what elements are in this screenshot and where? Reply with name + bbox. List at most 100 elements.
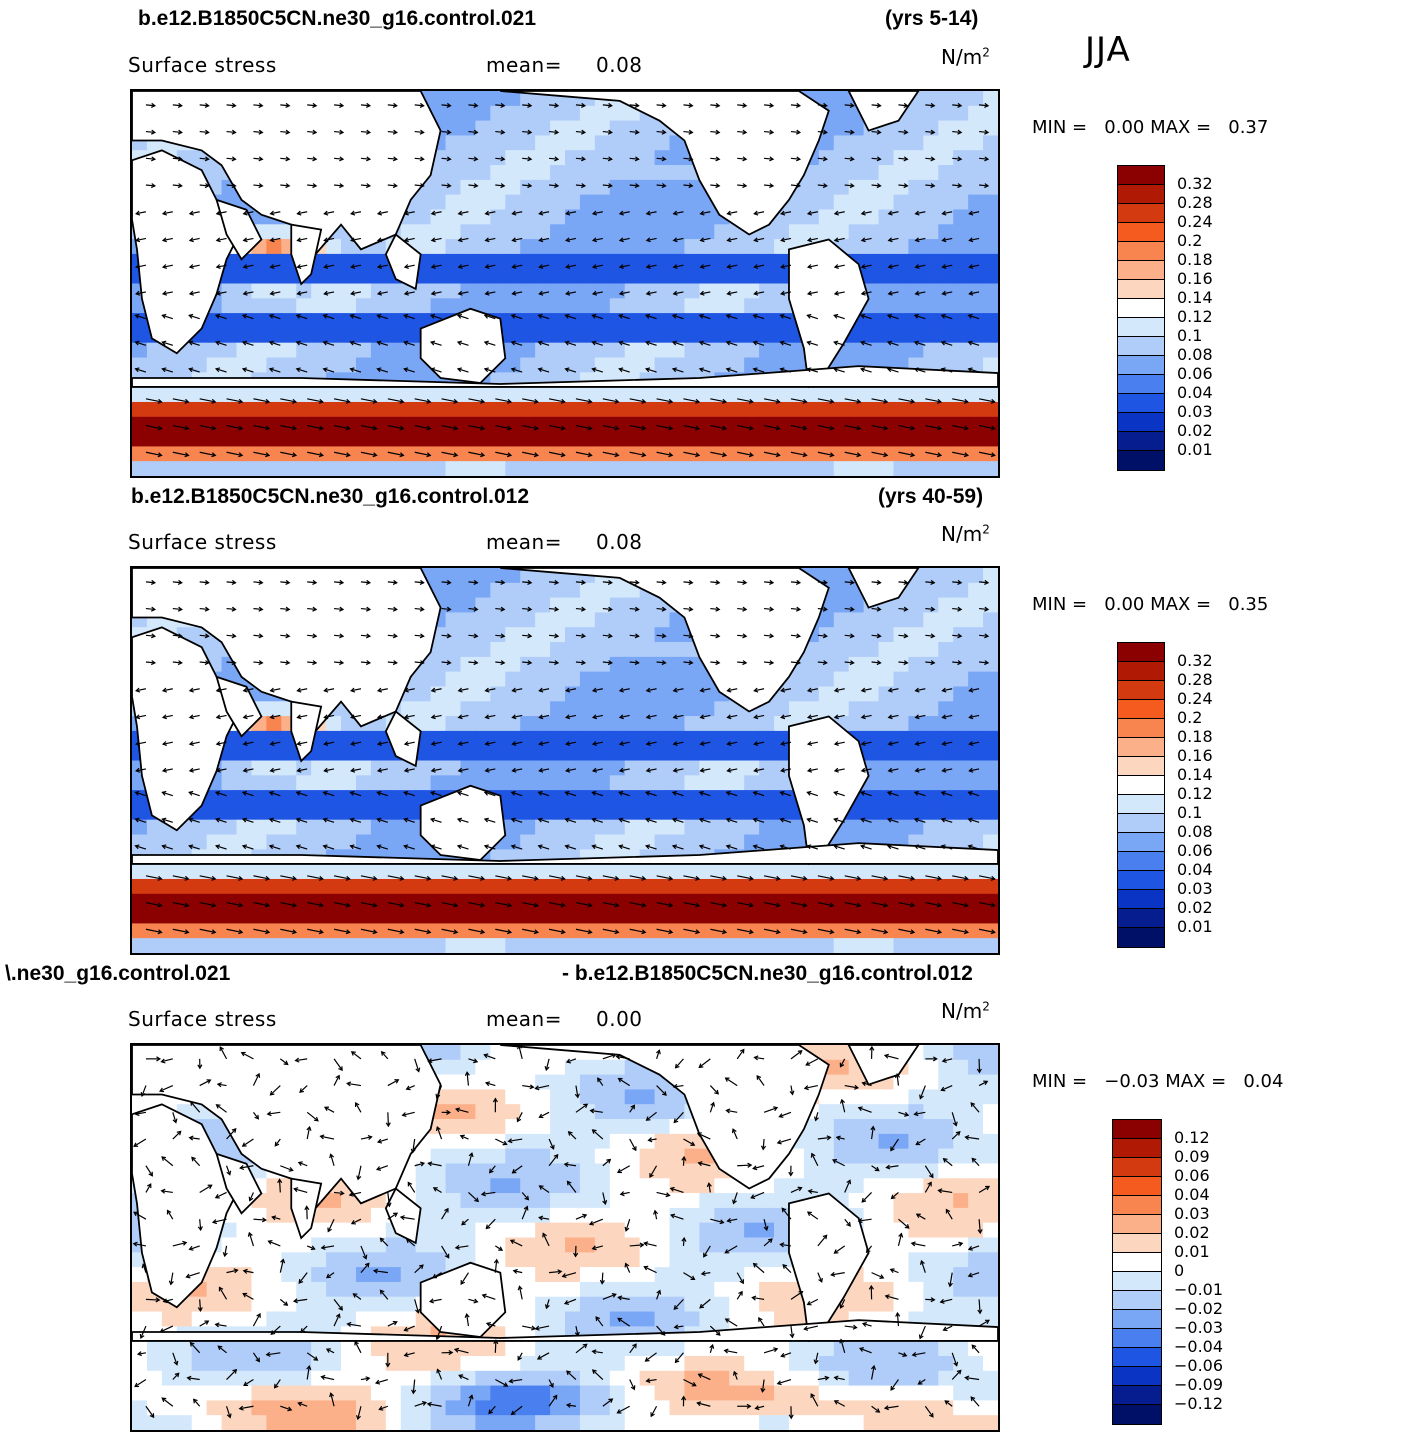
- stress-cell: [744, 342, 760, 359]
- stress-cell: [565, 775, 581, 791]
- stress-cell: [341, 283, 357, 299]
- stress-cell: [759, 253, 775, 270]
- stress-vector: [968, 314, 980, 320]
- stress-cell: [953, 342, 969, 359]
- stress-cell: [311, 864, 327, 880]
- stress-cell: [729, 878, 745, 895]
- stress-vector-head: [591, 741, 598, 747]
- stress-vector: [645, 845, 657, 850]
- stress-vector: [441, 581, 451, 584]
- stress-vector-head: [802, 452, 808, 458]
- stress-vector: [629, 398, 646, 403]
- stress-cell: [579, 194, 596, 211]
- stress-vector: [645, 791, 657, 797]
- stress-vector-head: [641, 398, 647, 404]
- stress-vector: [323, 818, 335, 823]
- stress-vector: [307, 928, 323, 933]
- stress-cell: [774, 864, 790, 880]
- stress-cell: [565, 938, 581, 953]
- stress-cell: [699, 327, 715, 344]
- stress-cell: [520, 908, 536, 925]
- stress-cell: [579, 790, 596, 806]
- stress-cell: [355, 893, 372, 910]
- stress-cell: [729, 730, 745, 747]
- stress-cell: [490, 91, 506, 107]
- stress-cell: [385, 834, 402, 850]
- stress-cell: [803, 908, 820, 925]
- stress-vector: [710, 157, 720, 160]
- stress-cell: [759, 268, 775, 285]
- stress-cell: [878, 775, 895, 791]
- stress-cell: [475, 105, 491, 122]
- stress-vector: [780, 845, 792, 850]
- stress-cell: [803, 224, 820, 240]
- stress-cell: [311, 283, 327, 299]
- stress-vector-head: [668, 452, 674, 458]
- stress-vector: [296, 818, 308, 823]
- stress-cell: [968, 612, 984, 628]
- stress-vector: [861, 291, 872, 295]
- stress-vectors: [134, 579, 996, 935]
- stress-cell: [520, 239, 536, 255]
- stress-cell: [475, 775, 491, 791]
- stress-vector-head: [560, 452, 566, 458]
- stress-cell: [923, 268, 939, 285]
- stress-vector: [199, 634, 209, 637]
- stress-vector-head: [806, 767, 813, 773]
- stress-cell: [609, 804, 626, 821]
- stress-cell: [684, 834, 700, 850]
- stress-vector-head: [506, 425, 513, 431]
- stress-cell: [430, 893, 447, 910]
- stress-cell: [475, 701, 491, 717]
- stress-cell: [490, 298, 506, 314]
- stress-vector-head: [968, 741, 974, 747]
- stress-vector: [136, 237, 147, 242]
- stress-vector: [781, 741, 792, 745]
- stress-vector-head: [285, 633, 291, 639]
- stress-vector: [538, 314, 550, 320]
- stress-vector: [351, 688, 362, 692]
- stress-vector: [763, 875, 780, 880]
- stress-vector-head: [296, 264, 302, 270]
- stress-cell: [729, 327, 745, 344]
- stress-vector: [253, 451, 270, 456]
- stress-cell: [475, 582, 491, 599]
- stress-vector: [162, 314, 173, 320]
- stress-cell: [520, 150, 536, 166]
- stress-cell: [983, 656, 998, 673]
- stress-cell: [415, 283, 432, 299]
- stress-vector-head: [752, 817, 758, 823]
- stress-vector: [242, 314, 254, 320]
- stress-cell: [714, 716, 730, 732]
- stress-vector-head: [607, 579, 613, 585]
- stress-vector: [360, 581, 370, 584]
- stress-vector: [136, 291, 147, 295]
- stress-vector-head: [265, 875, 271, 881]
- stress-vector-head: [910, 398, 916, 404]
- stress-vector-head: [258, 102, 264, 108]
- stress-vector-head: [268, 844, 274, 850]
- stress-cell: [445, 91, 462, 107]
- stress-cell: [669, 446, 686, 462]
- stress-vector-head: [645, 210, 651, 216]
- stress-cell: [505, 730, 521, 747]
- stress-vector: [710, 398, 727, 403]
- stress-cell: [968, 878, 984, 895]
- stress-vector-head: [645, 367, 651, 373]
- stress-vector: [575, 157, 585, 160]
- stress-vector: [700, 714, 711, 719]
- stress-cell: [714, 357, 730, 373]
- stress-cell: [669, 893, 686, 910]
- stress-cell: [624, 864, 641, 880]
- stress-vector-head: [215, 767, 221, 773]
- stress-vector-head: [607, 183, 613, 189]
- stress-cell: [400, 790, 417, 806]
- stress-cell: [281, 283, 297, 299]
- stress-vector-head: [963, 929, 969, 935]
- stress-vector-head: [967, 817, 973, 823]
- stress-vector: [324, 741, 335, 745]
- stress-vector-head: [510, 313, 516, 319]
- stress-vector: [189, 741, 200, 745]
- stress-cell: [550, 342, 566, 359]
- stress-cell: [550, 165, 566, 181]
